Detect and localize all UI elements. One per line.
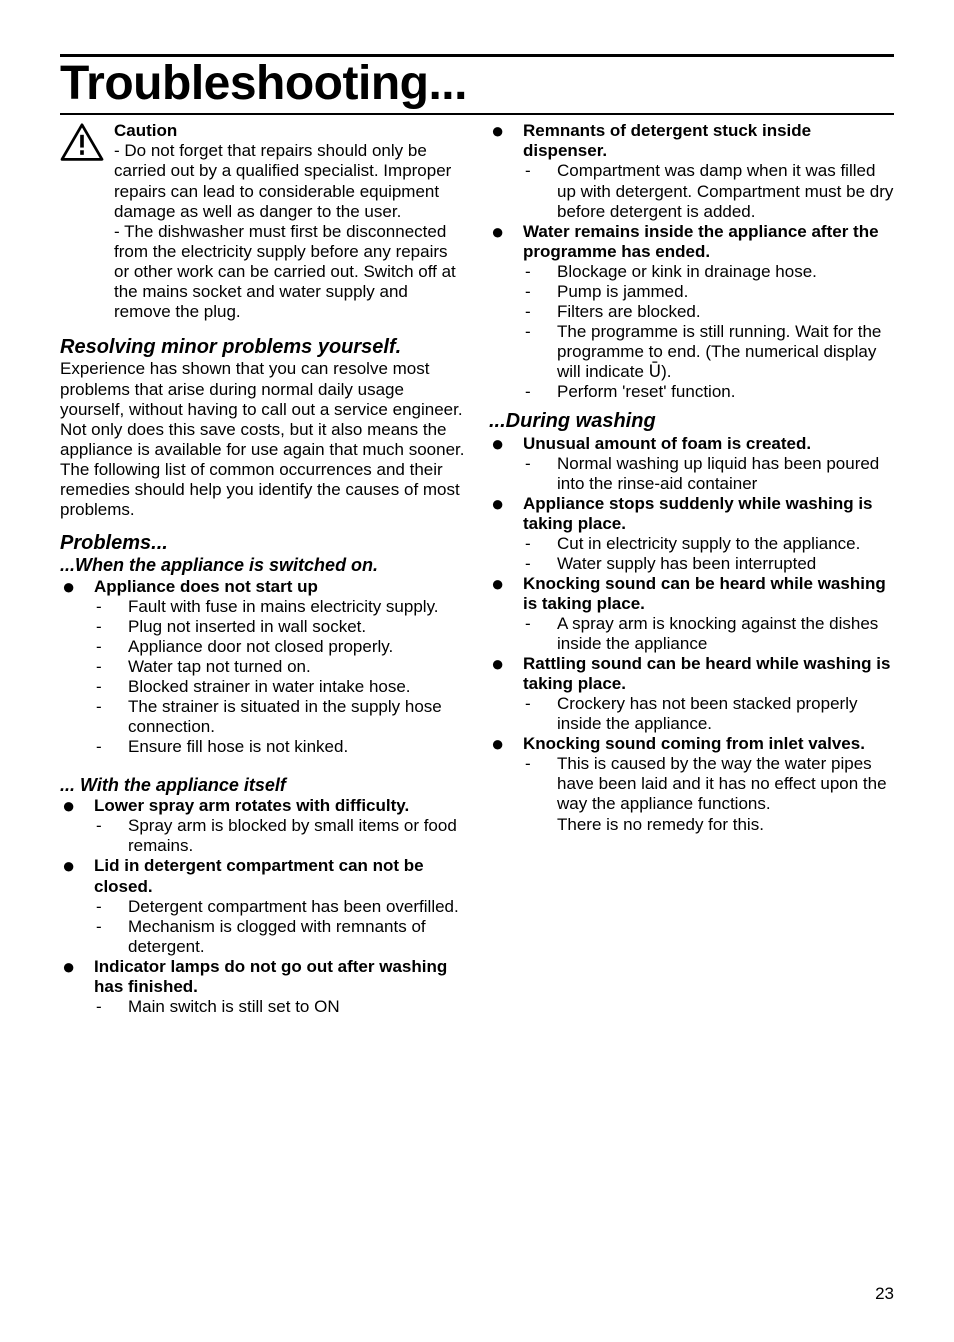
dash-text: Spray arm is blocked by small items or f… [128, 816, 465, 856]
during-washing-heading: ...During washing [489, 410, 894, 434]
bullet-icon: ● [489, 434, 523, 454]
bullet-icon: ● [60, 957, 94, 977]
item-heading: Appliance does not start up [94, 577, 465, 597]
dash-text: Normal washing up liquid has been poured… [557, 454, 894, 494]
dash-text: Crockery has not been stacked properly i… [557, 694, 894, 734]
page-title: Troubleshooting... [60, 54, 894, 115]
dash-text: Blocked strainer in water intake hose. [128, 677, 465, 697]
bullet-icon: ● [60, 796, 94, 816]
item-heading: Remnants of detergent stuck inside dispe… [523, 121, 894, 161]
bullet-icon: ● [489, 654, 523, 674]
dash-text: The strainer is situated in the supply h… [128, 697, 465, 737]
dash-text: Filters are blocked. [557, 302, 894, 322]
warning-icon [60, 123, 104, 163]
bullet-icon: ● [60, 577, 94, 597]
dash-text: Mechanism is clogged with remnants of de… [128, 917, 465, 957]
page: Troubleshooting... Caution - Do not forg… [0, 0, 954, 1342]
item-heading: Rattling sound can be heard while washin… [523, 654, 894, 694]
dash-text: Main switch is still set to ON [128, 997, 465, 1017]
list-item: ● Remnants of detergent stuck inside dis… [489, 121, 894, 221]
list-item: ● Lower spray arm rotates with difficult… [60, 796, 465, 856]
dash-text: Plug not inserted in wall socket. [128, 617, 465, 637]
item-heading: Appliance stops suddenly while washing i… [523, 494, 894, 534]
list-item: ● Water remains inside the appliance aft… [489, 222, 894, 402]
dash-text: Compartment was damp when it was filled … [557, 161, 894, 221]
list-item: ● Unusual amount of foam is created. -No… [489, 434, 894, 494]
caution-text: Caution - Do not forget that repairs sho… [114, 121, 465, 321]
caution-p2: - The dishwasher must first be disconnec… [114, 222, 465, 322]
left-column: Caution - Do not forget that repairs sho… [60, 121, 465, 1016]
right-column: ● Remnants of detergent stuck inside dis… [489, 121, 894, 1016]
dash-text: A spray arm is knocking against the dish… [557, 614, 894, 654]
dash-text: Appliance door not closed properly. [128, 637, 465, 657]
bullet-icon: ● [489, 222, 523, 242]
bullet-icon: ● [489, 121, 523, 141]
list-item: ● Indicator lamps do not go out after wa… [60, 957, 465, 1017]
problems-heading: Problems... [60, 532, 465, 556]
dash-text: There is no remedy for this. [557, 815, 894, 835]
bullet-icon: ● [60, 856, 94, 876]
list-item: ● Lid in detergent compartment can not b… [60, 856, 465, 956]
dash-text: Blockage or kink in drainage hose. [557, 262, 894, 282]
bullet-icon: ● [489, 574, 523, 594]
resolving-text: Experience has shown that you can resolv… [60, 359, 465, 519]
item-heading: Unusual amount of foam is created. [523, 434, 894, 454]
dash-text: Pump is jammed. [557, 282, 894, 302]
list-item: ● Knocking sound coming from inlet valve… [489, 734, 894, 834]
switched-on-heading: ...When the appliance is switched on. [60, 555, 465, 576]
dash-text: This is caused by the way the water pipe… [557, 754, 894, 814]
dash-text: Cut in electricity supply to the applian… [557, 534, 894, 554]
item-heading: Lower spray arm rotates with difficulty. [94, 796, 465, 816]
list-item: ● Rattling sound can be heard while wash… [489, 654, 894, 734]
bullet-icon: ● [489, 734, 523, 754]
item-heading: Knocking sound coming from inlet valves. [523, 734, 894, 754]
columns: Caution - Do not forget that repairs sho… [60, 121, 894, 1016]
dash-text: Detergent compartment has been overfille… [128, 897, 465, 917]
item-heading: Knocking sound can be heard while washin… [523, 574, 894, 614]
list-item: ● Appliance stops suddenly while washing… [489, 494, 894, 574]
dash-text: Water supply has been interrupted [557, 554, 894, 574]
dash-text: The programme is still running. Wait for… [557, 322, 894, 382]
list-item: ● Knocking sound can be heard while wash… [489, 574, 894, 654]
page-number: 23 [875, 1284, 894, 1304]
item-heading: Indicator lamps do not go out after wash… [94, 957, 465, 997]
caution-heading: Caution [114, 121, 465, 141]
caution-block: Caution - Do not forget that repairs sho… [60, 121, 465, 321]
item-heading: Lid in detergent compartment can not be … [94, 856, 465, 896]
with-itself-heading: ... With the appliance itself [60, 775, 465, 796]
dash-text: Fault with fuse in mains electricity sup… [128, 597, 465, 617]
dash-text: Ensure fill hose is not kinked. [128, 737, 465, 757]
resolving-heading: Resolving minor problems yourself. [60, 336, 465, 360]
dash-text: Water tap not turned on. [128, 657, 465, 677]
caution-p1: - Do not forget that repairs should only… [114, 141, 465, 221]
list-item: ● Appliance does not start up -Fault wit… [60, 577, 465, 757]
item-heading: Water remains inside the appliance after… [523, 222, 894, 262]
dash-text: Perform 'reset' function. [557, 382, 894, 402]
bullet-icon: ● [489, 494, 523, 514]
